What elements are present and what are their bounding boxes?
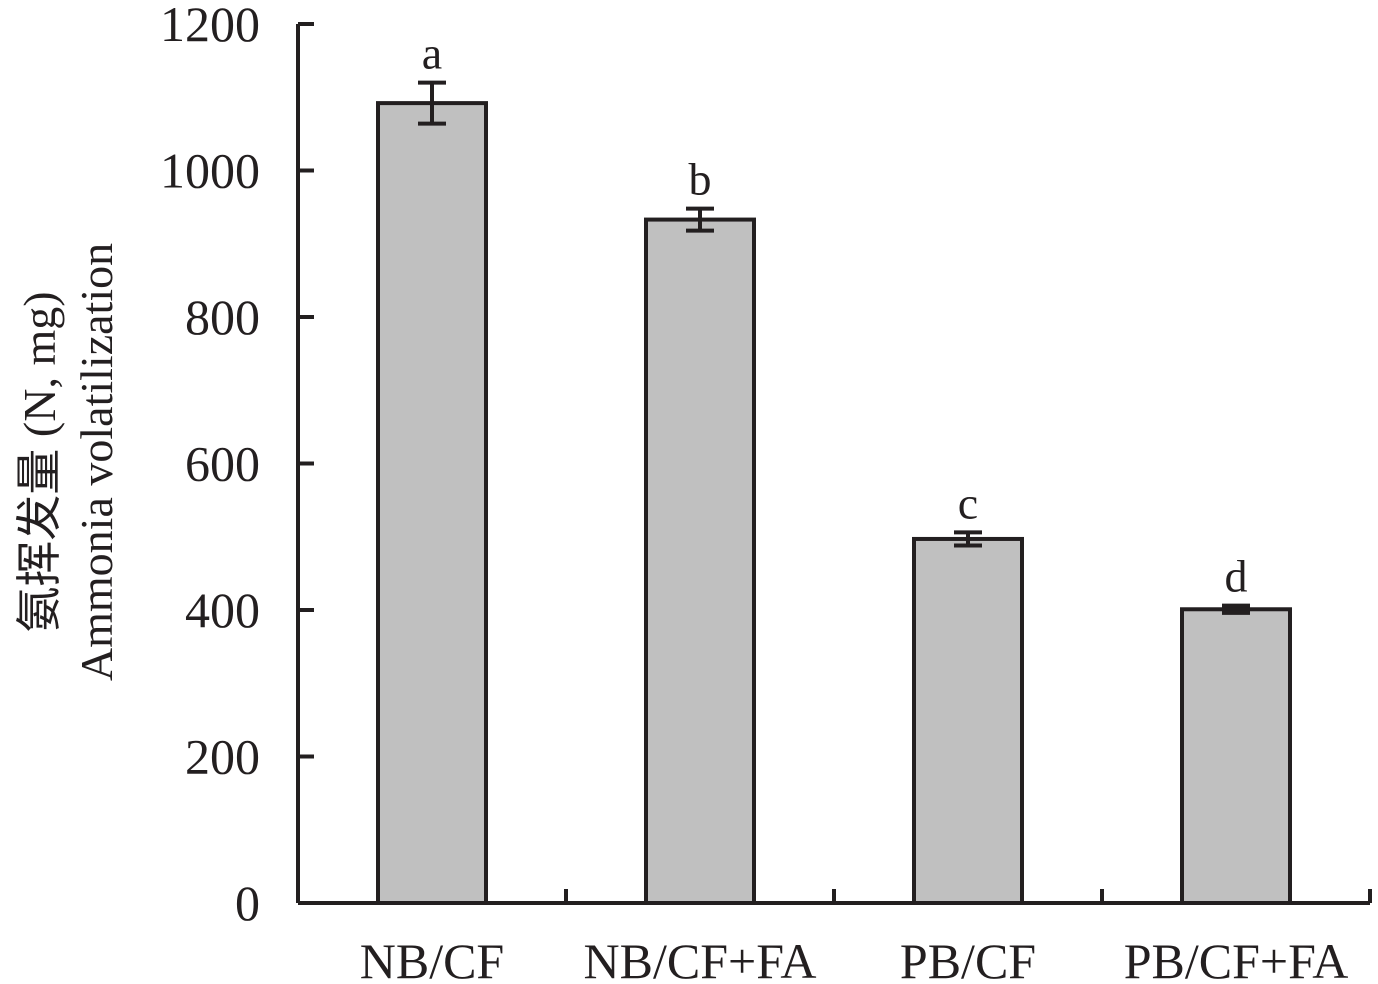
y-tick-label: 400 <box>185 582 260 638</box>
x-category-label: NB/CF+FA <box>584 933 817 984</box>
y-tick-label: 1200 <box>160 0 260 52</box>
bars <box>376 101 1292 906</box>
y-tick-label: 800 <box>185 289 260 345</box>
y-tick-label: 1000 <box>160 143 260 199</box>
significance-letter: b <box>689 154 712 205</box>
significance-letter: c <box>958 477 978 528</box>
significance-letters: a b c d <box>422 28 1248 602</box>
y-axis-title-line1: 氨挥发量 (N, mg) <box>14 291 65 632</box>
x-category-label: PB/CF+FA <box>1124 933 1349 984</box>
error-bars <box>418 80 1250 615</box>
y-tick-label: 0 <box>235 875 260 931</box>
y-axis-title: 氨挥发量 (N, mg) Ammonia volatilization <box>14 243 122 681</box>
axes <box>296 24 1370 905</box>
x-category-label: PB/CF <box>900 933 1036 984</box>
significance-letter: a <box>422 28 442 79</box>
y-tick-label: 600 <box>185 436 260 492</box>
bar <box>376 101 488 906</box>
x-category-label: NB/CF <box>360 933 505 984</box>
x-axis-ticks: NB/CF NB/CF+FA PB/CF PB/CF+FA <box>360 889 1372 984</box>
bar <box>644 217 756 905</box>
y-tick-label: 200 <box>185 729 260 785</box>
bar <box>912 536 1024 905</box>
bar <box>1180 607 1292 906</box>
significance-letter: d <box>1225 551 1248 602</box>
y-axis-ticks: 0 200 400 600 800 1000 1200 <box>160 0 314 931</box>
y-axis-title-line2: Ammonia volatilization <box>71 243 122 681</box>
